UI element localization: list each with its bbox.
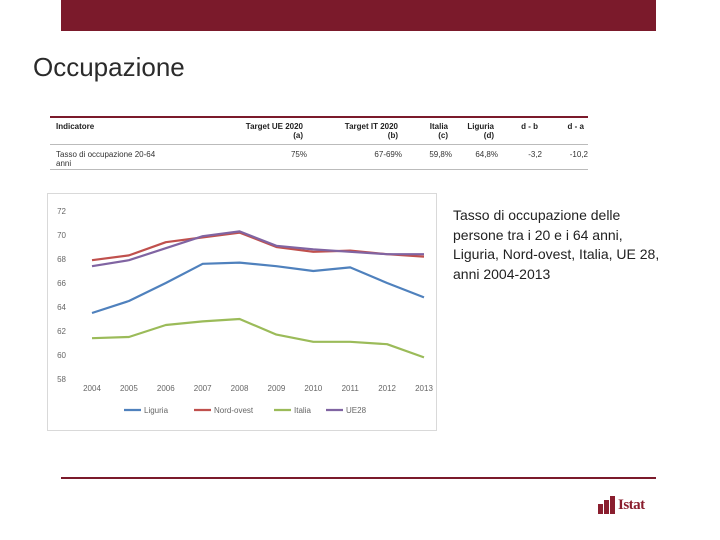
chart-caption: Tasso di occupazione delle persone tra i… [453,207,660,282]
header-indicatore: Indicatore [56,122,95,131]
legend-label: Liguria [144,406,169,415]
series-line-liguria [91,261,425,315]
y-tick-label: 72 [57,207,66,216]
x-tick-label: 2009 [268,384,286,393]
table-row: Tasso di occupazione 20-64 anni 75% 67-69… [50,145,588,169]
table-header-rule [50,144,588,145]
y-tick-label: 64 [57,303,66,312]
cell-target-it: 67-69% [374,150,402,159]
indicator-table: Indicatore Target UE 2020 (a) Target IT 2… [50,116,588,170]
x-tick-label: 2007 [194,384,212,393]
legend-label: UE28 [346,406,367,415]
istat-logo: Istat [598,496,645,514]
header-bar [61,0,656,31]
cell-target-ue: 75% [290,150,307,159]
x-tick-label: 2005 [120,384,138,393]
y-tick-label: 58 [57,375,66,384]
y-tick-label: 60 [57,351,66,360]
istat-logo-text: Istat [618,496,645,513]
y-tick-label: 62 [57,327,66,336]
employment-chart: 58 60 62 64 66 68 70 72 2004 2005 2006 2007 2008 2009… [47,193,437,431]
cell-d-minus-a: -10,2 [569,150,588,159]
x-tick-label: 2008 [231,384,249,393]
x-tick-label: 2004 [83,384,101,393]
header-d-minus-a: d - a [567,122,584,131]
header-target-ue: Target UE 2020 (a) [245,122,303,140]
page-title: Occupazione [33,52,185,82]
chart-svg: 58 60 62 64 66 68 70 72 2004 2005 2006 2007 2008 2009… [57,207,433,415]
legend-label: Nord-ovest [214,406,254,415]
table-top-rule [50,116,588,118]
cell-italia: 59,8% [429,150,452,159]
x-tick-label: 2012 [378,384,396,393]
x-tick-label: 2013 [415,384,433,393]
istat-logo-mark-icon [598,496,615,514]
table-bottom-rule [50,169,588,170]
header-italia: Italia (c) [429,122,448,140]
legend-label: Italia [294,406,311,415]
header-target-it: Target IT 2020 (b) [344,122,398,140]
header-d-minus-b: d - b [521,122,538,131]
footer-rule [61,477,656,479]
x-tick-label: 2006 [157,384,175,393]
header-liguria: Liguria (d) [467,122,494,140]
y-tick-label: 70 [57,231,66,240]
cell-liguria: 64,8% [475,150,498,159]
x-tick-label: 2011 [342,384,360,393]
series-line-ue28 [91,230,424,268]
cell-d-minus-b: -3,2 [528,150,542,159]
cell-indicator: Tasso di occupazione 20-64 anni [56,150,156,168]
y-tick-label: 66 [57,279,66,288]
table-header-row: Indicatore Target UE 2020 (a) Target IT 2… [50,118,588,144]
series-line-italia [91,317,425,359]
x-tick-label: 2010 [304,384,322,393]
y-tick-label: 68 [57,255,66,264]
